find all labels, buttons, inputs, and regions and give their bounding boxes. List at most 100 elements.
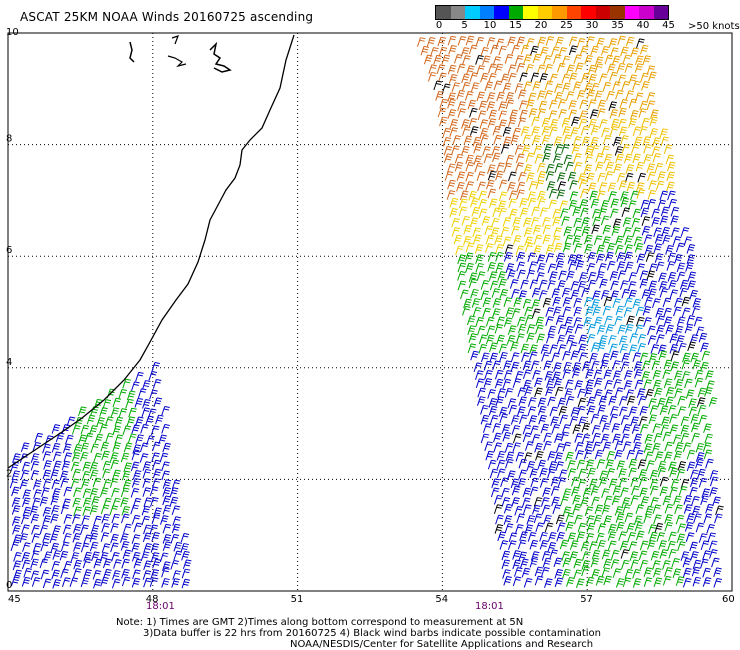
wind-barb [594, 90, 603, 101]
wind-barb [483, 153, 493, 164]
wind-barb [709, 476, 719, 487]
wind-barb [516, 36, 526, 47]
wind-barb [525, 152, 535, 163]
wind-barb [603, 495, 613, 506]
wind-barb [515, 451, 525, 462]
wind-barb [568, 109, 578, 120]
wind-barb [607, 540, 617, 551]
wind-barb [676, 262, 686, 273]
wind-barb [132, 569, 141, 580]
wind-barb [487, 389, 496, 399]
wind-barb [576, 38, 586, 48]
wind-barb [632, 227, 641, 237]
wind-barb [567, 460, 576, 470]
wind-barb [132, 470, 142, 480]
wind-barb [122, 549, 132, 560]
wind-barb [606, 63, 616, 74]
wind-barb [703, 513, 713, 524]
wind-barb [526, 269, 535, 280]
wind-barb [500, 73, 510, 84]
wind-barb [535, 324, 544, 335]
wind-barb [608, 395, 617, 406]
wind-barb [498, 343, 508, 354]
wind-barb [438, 72, 447, 83]
wind-barb [558, 469, 568, 480]
wind-barb [679, 279, 689, 290]
wind-barb [574, 324, 584, 334]
wind-barb [534, 575, 544, 586]
wind-barb [496, 468, 506, 479]
wind-barb [460, 289, 469, 300]
wind-barb [612, 360, 621, 370]
wind-barb [495, 38, 505, 49]
wind-barb [577, 388, 586, 399]
wind-barb [635, 161, 645, 172]
wind-barb [522, 379, 532, 390]
wind-barb [692, 359, 701, 370]
wind-barb [636, 189, 646, 199]
wind-barb [541, 117, 551, 128]
wind-barb [593, 514, 603, 525]
wind-barb [598, 263, 607, 273]
wind-barb [587, 396, 596, 407]
wind-barb [689, 289, 698, 300]
wind-barb [660, 206, 670, 217]
wind-barb [150, 425, 160, 436]
wind-barb [698, 533, 708, 543]
wind-barb [486, 325, 496, 336]
wind-barb [563, 226, 573, 237]
wind-barb [674, 379, 684, 389]
wind-barb [498, 179, 508, 190]
wind-barb [506, 335, 516, 345]
wind-barb [81, 515, 90, 525]
wind-barb [632, 298, 642, 309]
wind-barb [151, 452, 160, 463]
wind-barb [182, 559, 192, 570]
wind-barb [149, 524, 159, 535]
wind-barb [161, 470, 170, 481]
wind-barb [151, 514, 161, 525]
wind-barb [625, 261, 634, 272]
wind-barb [560, 496, 569, 506]
wind-barb [486, 37, 496, 47]
wind-barb [609, 126, 619, 136]
wind-barb [143, 524, 152, 535]
wind-barb [579, 199, 588, 209]
wind-barb [537, 262, 546, 273]
wind-barb [536, 333, 545, 344]
wind-barb [572, 494, 581, 505]
wind-barb [492, 360, 501, 371]
wind-barb [617, 324, 627, 335]
wind-barb [692, 576, 702, 587]
wind-barb [519, 109, 528, 120]
wind-barb [652, 379, 662, 390]
wind-barb [562, 350, 571, 361]
wind-barb [508, 171, 517, 182]
wind-barb [439, 98, 448, 109]
wind-barb [653, 387, 663, 398]
wind-barb [41, 487, 50, 498]
wind-barb [65, 434, 74, 445]
wind-barb [561, 216, 570, 226]
legend-units: >50 knots [688, 21, 740, 32]
wind-barb [630, 416, 639, 427]
wind-barb [21, 552, 31, 562]
wind-barb [142, 399, 151, 409]
wind-barb [565, 396, 575, 406]
wind-barb [621, 352, 630, 363]
wind-barb [658, 350, 668, 361]
wind-barb [681, 359, 691, 370]
wind-barb [581, 217, 590, 227]
wind-barb [515, 153, 525, 164]
wind-barb [152, 468, 162, 479]
wind-barb [488, 271, 498, 281]
wind-barb [111, 551, 120, 562]
wind-barb [600, 215, 610, 226]
wind-barb [581, 287, 590, 298]
wind-barb [507, 269, 516, 280]
wind-barb [152, 478, 161, 488]
wind-barb [522, 134, 532, 145]
wind-barb [661, 416, 670, 427]
wind-barb [159, 552, 169, 563]
wind-barb [581, 560, 591, 570]
